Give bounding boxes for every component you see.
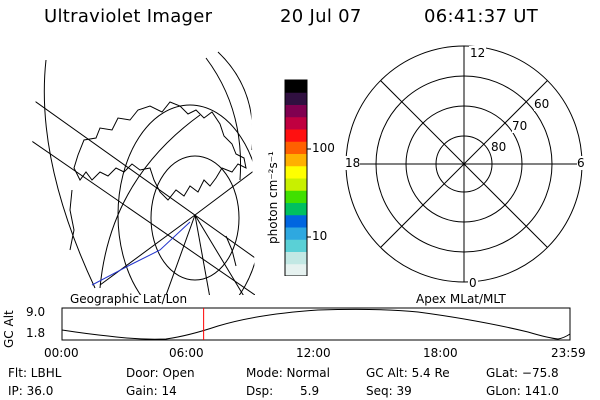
colorbar-band — [285, 165, 307, 179]
geographic-label: Geographic Lat/Lon — [70, 292, 188, 306]
polar-plot — [345, 45, 583, 283]
time-label: 06:41:37 UT — [424, 6, 539, 27]
mode-status: Mode: Normal — [246, 366, 330, 380]
colorbar-band — [285, 251, 307, 265]
geographic-map — [30, 51, 255, 295]
alt-y-min: 1.8 — [26, 326, 46, 340]
latitude-circle-inner — [150, 155, 240, 281]
latitude-arc — [99, 114, 201, 289]
glon-status: GLon: 141.0 — [486, 384, 559, 398]
mlt-label-0: 0 — [468, 276, 478, 290]
colorbar-band — [285, 92, 307, 105]
app-title: Ultraviolet Imager — [44, 6, 213, 27]
colorbar-gradient — [285, 80, 307, 276]
colorbar — [284, 79, 311, 276]
mlt-label-12: 12 — [469, 46, 487, 60]
colorbar-band — [285, 190, 307, 203]
mlat-label-70: 70 — [512, 119, 528, 133]
alt-axis-label: GC Alt — [2, 310, 16, 348]
x-tick-0600: 06:00 — [169, 346, 204, 360]
gc-alt-status: GC Alt: 5.4 Re — [366, 366, 450, 380]
seq-status: Seq: 39 — [366, 384, 412, 398]
mlt-label-6: 6 — [577, 156, 585, 170]
map-boundary-left — [43, 59, 96, 289]
colorbar-band — [285, 239, 307, 252]
colorbar-band — [285, 263, 307, 276]
map-boundary-right — [205, 57, 242, 181]
colorbar-band — [285, 178, 307, 191]
blue-coastline — [91, 221, 191, 286]
alt-y-max: 9.0 — [26, 305, 46, 319]
colorbar-tick-100: 100 — [312, 141, 335, 155]
colorbar-band — [285, 227, 307, 240]
colorbar-tick-10: 10 — [312, 229, 328, 243]
x-tick-2359: 23:59 — [551, 346, 586, 360]
colorbar-axis-label: photon cm⁻²s⁻¹ — [266, 151, 280, 244]
altitude-plot — [61, 307, 571, 341]
ip-status: IP: 36.0 — [8, 384, 54, 398]
latitude-circle-outer — [117, 104, 255, 295]
colorbar-band — [285, 214, 307, 228]
filter-status: Flt: LBHL — [8, 366, 62, 380]
x-tick-1200: 12:00 — [296, 346, 331, 360]
glat-status: GLat: −75.8 — [486, 366, 559, 380]
colorbar-band — [285, 104, 307, 118]
altitude-curve — [61, 308, 571, 340]
mlt-label-18: 18 — [345, 156, 361, 170]
apex-label: Apex MLat/MLT — [416, 292, 506, 306]
mlat-label-60: 60 — [534, 97, 550, 111]
door-status: Door: Open — [126, 366, 195, 380]
x-tick-1800: 18:00 — [423, 346, 458, 360]
colorbar-band — [285, 153, 307, 167]
colorbar-band — [285, 116, 307, 130]
dsp-label: Dsp: — [246, 384, 274, 398]
x-tick-0000: 00:00 — [44, 346, 79, 360]
colorbar-band — [285, 141, 307, 154]
colorbar-band — [285, 80, 307, 93]
dsp-value: 5.9 — [300, 384, 320, 398]
mlat-label-80: 80 — [491, 140, 507, 154]
colorbar-band — [285, 202, 307, 216]
colorbar-band — [285, 129, 307, 142]
gain-status: Gain: 14 — [126, 384, 177, 398]
date-label: 20 Jul 07 — [280, 6, 362, 27]
